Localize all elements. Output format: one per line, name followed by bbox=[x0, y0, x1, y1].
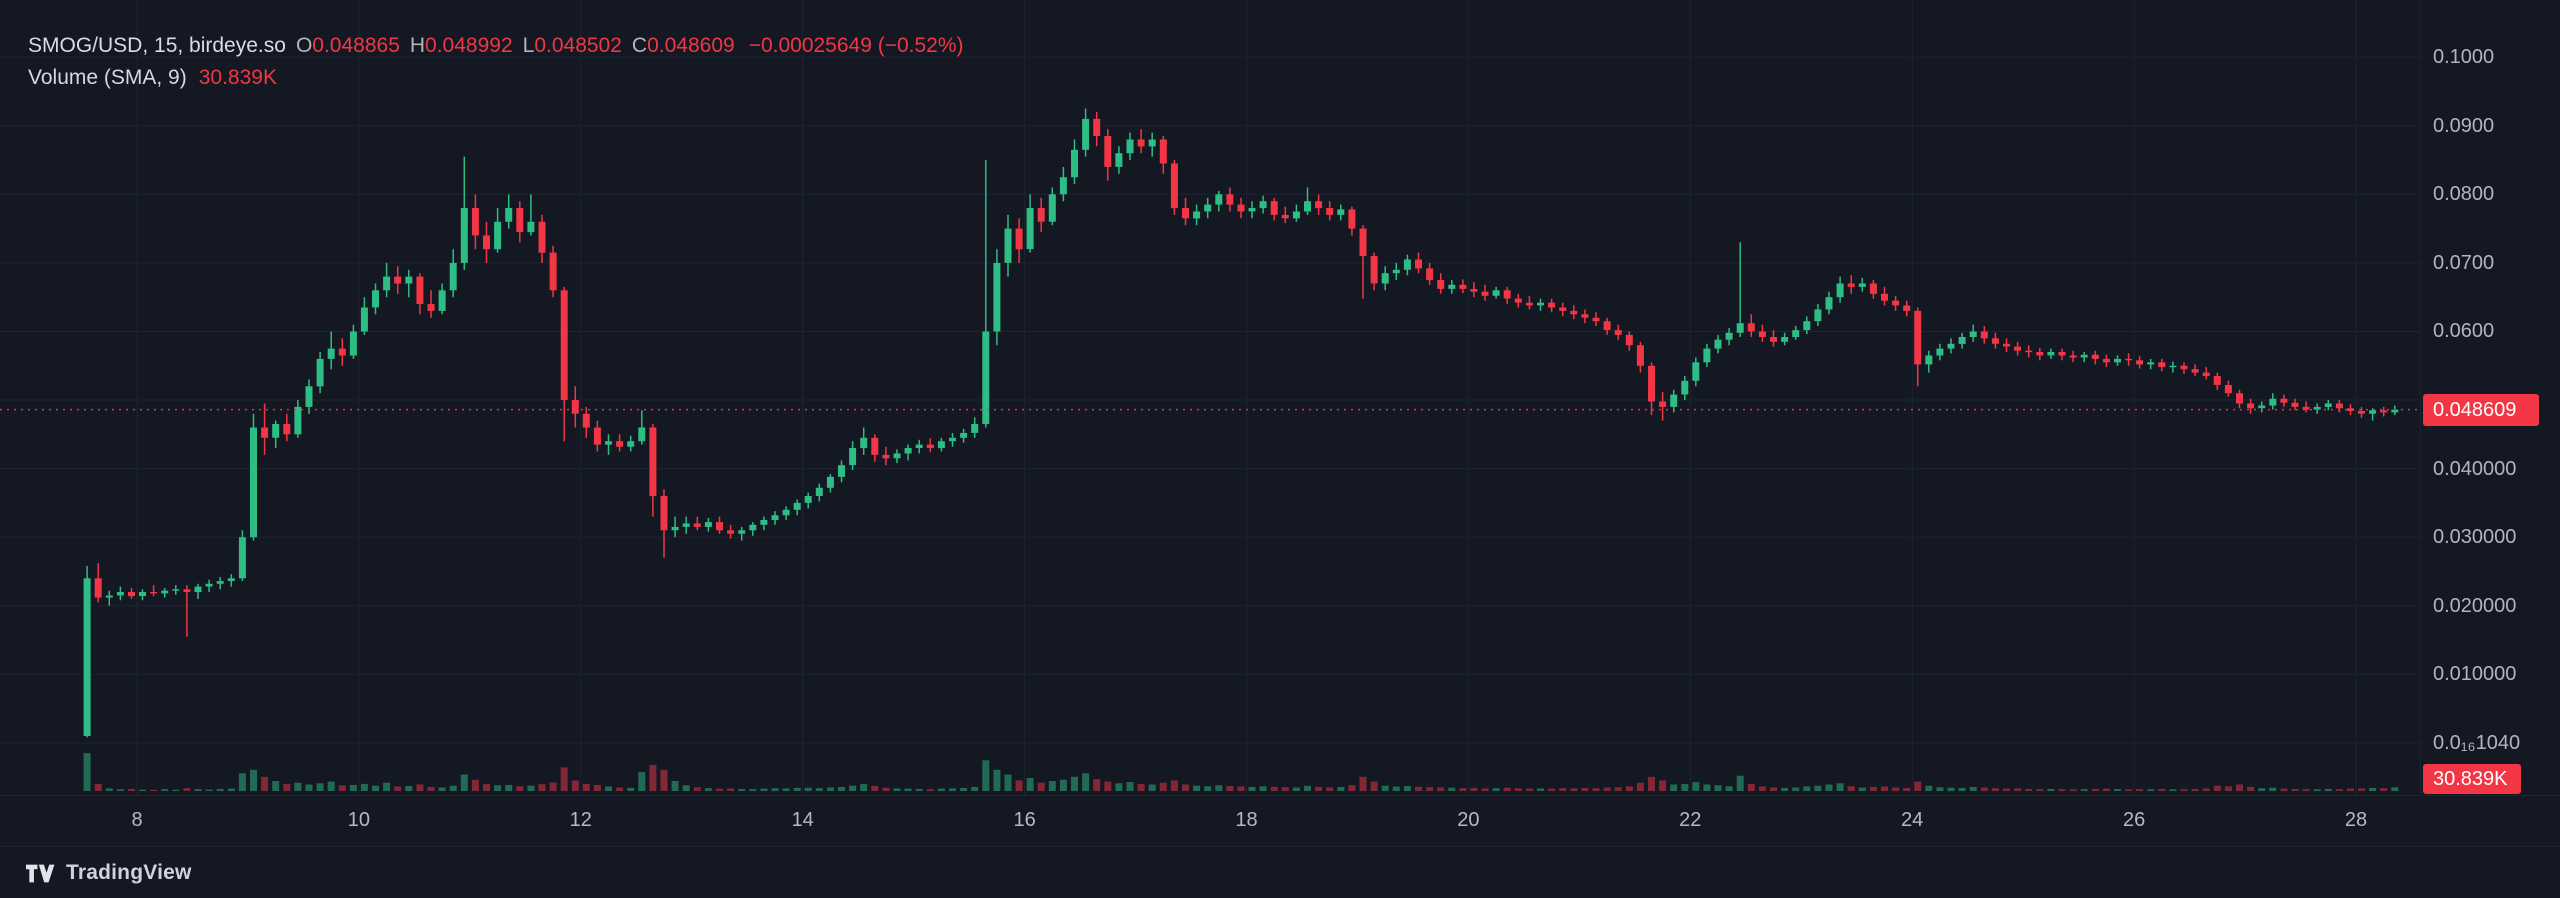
price-tick-label: 0.030000 bbox=[2433, 526, 2517, 549]
time-tick-label: 18 bbox=[1235, 809, 1258, 831]
price-tick-label: 0.0700 bbox=[2433, 251, 2495, 274]
time-tick-label: 24 bbox=[1901, 809, 1924, 831]
volume-indicator-value: 30.839K bbox=[198, 66, 277, 89]
last-volume-badge: 30.839K bbox=[2423, 764, 2521, 794]
time-tick-label: 8 bbox=[131, 809, 143, 831]
volume-legend-row: Volume (SMA, 9) 30.839K bbox=[28, 62, 964, 94]
tradingview-attribution[interactable]: TradingView bbox=[26, 861, 192, 885]
tradingview-logo-icon bbox=[26, 864, 55, 882]
ohlc-close: C0.048609 bbox=[631, 34, 735, 57]
last-price-badge: 0.048609 bbox=[2423, 394, 2539, 426]
time-tick-label: 16 bbox=[1013, 809, 1036, 831]
candlestick-chart-svg[interactable] bbox=[0, 0, 2420, 795]
chart-pane[interactable]: SMOG/USD, 15, birdeye.so O0.048865 H0.04… bbox=[0, 0, 2420, 795]
time-tick-label: 10 bbox=[347, 809, 371, 831]
price-axis[interactable]: 0.1000 0.0900 0.0800 0.0700 0.0600 0.040000 0.… bbox=[2420, 0, 2560, 795]
time-tick-label: 22 bbox=[1679, 809, 1702, 831]
chart-legend: SMOG/USD, 15, birdeye.so O0.048865 H0.04… bbox=[28, 30, 964, 94]
price-tick-label: 0.040000 bbox=[2433, 457, 2517, 480]
time-axis[interactable]: 8 10 12 14 16 18 20 22 24 26 28 bbox=[0, 795, 2560, 847]
footer-bar: TradingView bbox=[0, 846, 2560, 898]
price-tick-label: 0.1000 bbox=[2433, 46, 2495, 69]
symbol-legend-row: SMOG/USD, 15, birdeye.so O0.048865 H0.04… bbox=[28, 30, 964, 62]
price-tick-label: 0.020000 bbox=[2433, 594, 2517, 617]
time-tick-label: 26 bbox=[2122, 809, 2146, 831]
time-tick-label: 12 bbox=[569, 809, 592, 831]
time-tick-label: 14 bbox=[791, 809, 814, 831]
time-tick-label: 20 bbox=[1457, 809, 1480, 831]
price-tick-label: 0.010000 bbox=[2433, 663, 2517, 686]
ohlc-open: O0.048865 bbox=[295, 34, 400, 57]
ohlc-high: H0.048992 bbox=[409, 34, 513, 57]
volume-layer bbox=[83, 753, 2399, 791]
price-tick-label: 0.0₁₆1040 bbox=[2433, 731, 2521, 754]
volume-indicator-title[interactable]: Volume (SMA, 9) bbox=[28, 66, 187, 89]
candles-layer bbox=[83, 108, 2399, 738]
grid-layer bbox=[0, 0, 2420, 795]
time-tick-label: 28 bbox=[2344, 809, 2368, 831]
price-tick-label: 0.0600 bbox=[2433, 320, 2495, 343]
symbol-title[interactable]: SMOG/USD, 15, birdeye.so bbox=[28, 34, 286, 57]
price-tick-label: 0.0800 bbox=[2433, 183, 2495, 206]
price-tick-label: 0.0900 bbox=[2433, 114, 2495, 137]
tradingview-brand-text: TradingView bbox=[66, 861, 192, 884]
ohlc-low: L0.048502 bbox=[522, 34, 622, 57]
price-change: −0.00025649 (−0.52%) bbox=[748, 34, 964, 57]
